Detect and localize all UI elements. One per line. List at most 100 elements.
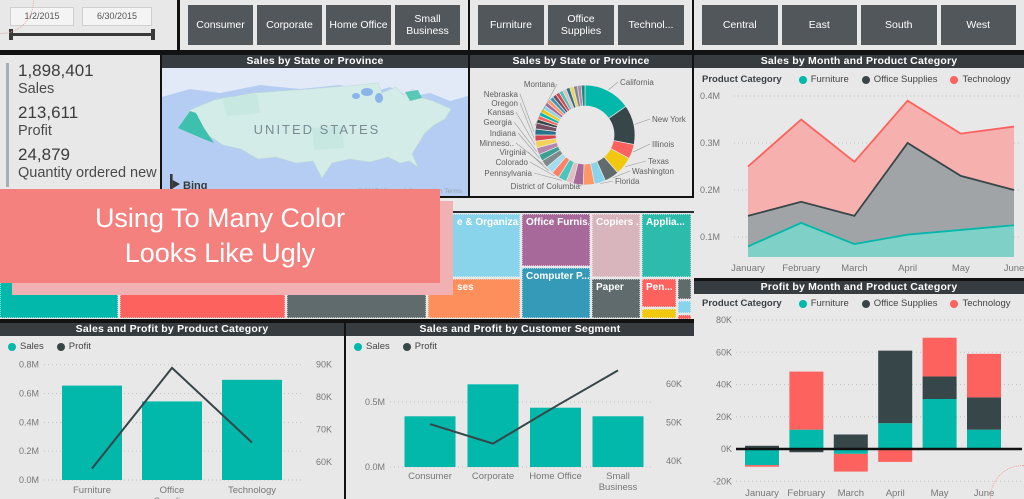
svg-text:-20K: -20K	[713, 476, 732, 486]
treemap-tile-label: ses	[457, 282, 474, 293]
sales-by-month-area-chart[interactable]: 0.1M 0.2M 0.3M 0.4M January February March Apri…	[694, 90, 1024, 278]
us-map[interactable]: UNITED STATES Bing © 2017 Microsoft Corp…	[162, 68, 468, 196]
treemap-tile-computer-p-[interactable]: Computer P...	[522, 268, 590, 318]
svg-text:June: June	[1004, 263, 1024, 274]
profit-bar-segment-technology[interactable]	[833, 453, 868, 472]
profit-bar-segment-furniture[interactable]	[967, 429, 1001, 449]
segment-button-consumer[interactable]: Consumer	[188, 5, 253, 45]
sales-bar-furniture[interactable]	[62, 385, 122, 480]
region-button-central[interactable]: Central	[702, 5, 778, 45]
profit-bar-segment-technology[interactable]	[878, 449, 913, 462]
legend-item-office-supplies[interactable]: Office Supplies	[861, 74, 937, 85]
treemap-tile[interactable]	[642, 309, 676, 318]
region-button-south[interactable]: South	[861, 5, 937, 45]
donut-label: Kansas	[487, 108, 514, 117]
profit-bar-segment-office-supplies[interactable]	[878, 350, 913, 424]
treemap-tile-label: Pen...	[646, 282, 673, 293]
category-button-furniture[interactable]: Furniture	[478, 5, 544, 45]
svg-text:0.3M: 0.3M	[700, 138, 720, 148]
sales-bar-technology[interactable]	[222, 379, 282, 480]
sales-profit-by-segment-chart[interactable]: 0.0M 0.5M 40K 50K 60K Consumer Corporate Home O…	[346, 352, 694, 499]
segment-button-home-office[interactable]: Home Office	[326, 5, 391, 45]
region-slicer-panel: Central East South West	[694, 0, 1024, 50]
svg-text:March: March	[841, 263, 867, 274]
region-button-east[interactable]: East	[781, 5, 857, 45]
profit-bar-segment-technology[interactable]	[789, 371, 824, 430]
segment-button-small-business[interactable]: Small Business	[395, 5, 460, 45]
category-button-technol-[interactable]: Technol...	[618, 5, 684, 45]
treemap-tile[interactable]	[678, 301, 691, 313]
legend-item-sales[interactable]: Sales	[354, 341, 390, 352]
treemap-tile-applia-[interactable]: Applia...	[642, 214, 691, 277]
svg-text:Corporate: Corporate	[472, 471, 514, 482]
slider-handle-left[interactable]	[9, 29, 13, 40]
sales-bar-corporate[interactable]	[467, 384, 519, 467]
segment-button-corporate[interactable]: Corporate	[257, 5, 322, 45]
profit-bar-segment-technology[interactable]	[967, 353, 1001, 398]
area-band-office-supplies[interactable]	[748, 143, 1014, 247]
profit-bar-segment-furniture[interactable]	[922, 399, 957, 449]
profit-by-month-bar-chart[interactable]: 80K 60K 40K 20K 0K -20K January February March Ap…	[694, 310, 1024, 499]
kpi-label: Quantity ordered new	[18, 165, 157, 181]
profit-bar-segment-furniture[interactable]	[745, 449, 779, 466]
kpi-label: Sales	[18, 81, 55, 97]
profit-bar-segment-office-supplies[interactable]	[833, 434, 868, 449]
sales-bar-office-supplies[interactable]	[142, 401, 202, 480]
svg-text:0.0M: 0.0M	[365, 462, 385, 472]
legend-item-office-supplies[interactable]: Office Supplies	[861, 298, 937, 309]
area-band-technology[interactable]	[748, 100, 1014, 216]
svg-text:0.8M: 0.8M	[19, 360, 39, 370]
sales-bar-consumer[interactable]	[404, 416, 456, 467]
treemap-tile[interactable]	[678, 279, 691, 299]
legend-item-furniture[interactable]: Furniture	[798, 74, 849, 85]
svg-text:60K: 60K	[316, 457, 332, 467]
treemap-tile[interactable]	[678, 315, 691, 319]
profit-line[interactable]	[91, 366, 253, 470]
svg-text:April: April	[886, 488, 905, 499]
category-button-office-supplies[interactable]: Office Supplies	[548, 5, 614, 45]
region-button-west[interactable]: West	[940, 5, 1016, 45]
legend-item-technology[interactable]: Technology	[950, 74, 1011, 85]
profit-bar-segment-furniture[interactable]	[878, 423, 913, 449]
date-end-input[interactable]: 6/30/2015	[82, 7, 152, 26]
date-range-slider[interactable]	[12, 33, 152, 36]
legend-item-sales[interactable]: Sales	[8, 341, 44, 352]
legend-item-profit[interactable]: Profit	[402, 341, 437, 352]
legend-item-furniture[interactable]: Furniture	[798, 298, 849, 309]
svg-text:0.0M: 0.0M	[19, 475, 39, 485]
profit-bar-segment-technology[interactable]	[745, 465, 779, 467]
map-country-label: UNITED STATES	[254, 122, 381, 137]
svg-text:Furniture: Furniture	[73, 485, 111, 496]
slider-handle-right[interactable]	[151, 29, 155, 40]
treemap-tile-copiers-[interactable]: Copiers ...	[592, 214, 640, 277]
sales-by-state-donut[interactable]: California New York Illinois TexasWashingto…	[470, 68, 692, 196]
legend-item-profit[interactable]: Profit	[56, 341, 91, 352]
profit-bar-segment-office-supplies[interactable]	[922, 376, 957, 400]
svg-text:80K: 80K	[316, 392, 332, 402]
profit-bar-segment-technology[interactable]	[922, 337, 957, 377]
treemap-tile-office-furnis-[interactable]: Office Furnis...	[522, 214, 590, 266]
profit-chart-panel: Profit by Month and Product Category Pro…	[694, 281, 1024, 499]
area-legend: Product Category Furniture Office Supplies…	[702, 74, 1011, 85]
donut-label: Texas	[648, 157, 669, 166]
state-highlight-east	[405, 90, 422, 101]
profit-bar-segment-office-supplies[interactable]	[967, 397, 1001, 430]
profit-line[interactable]	[429, 369, 619, 445]
kpi-panel: 1,898,401 Sales 213,611 Profit 24,879 Quantit…	[0, 55, 160, 196]
donut-label: Georgia	[484, 118, 513, 127]
profit-bar-segment-office-supplies[interactable]	[745, 445, 779, 449]
kpi-label: Profit	[18, 123, 52, 139]
sales-profit-by-category-chart[interactable]: 0.0M 0.2M 0.4M 0.6M 0.8M 60K 70K 80K 90K Furnitur…	[0, 352, 344, 499]
treemap-tile-paper[interactable]: Paper	[592, 279, 640, 318]
svg-text:Technology: Technology	[228, 485, 276, 496]
legend-item-technology[interactable]: Technology	[950, 298, 1011, 309]
sales-bar-small-business[interactable]	[592, 416, 644, 467]
profit-bar-segment-furniture[interactable]	[833, 449, 868, 454]
kpi-value: 1,898,401	[18, 61, 94, 80]
great-lake-2	[375, 93, 383, 103]
profit-bar-segment-furniture[interactable]	[789, 429, 824, 449]
donut-slice[interactable]	[580, 84, 586, 107]
profit-bar-segment-office-supplies[interactable]	[789, 449, 824, 453]
treemap-tile-pen-[interactable]: Pen...	[642, 279, 676, 307]
svg-text:May: May	[952, 263, 970, 274]
